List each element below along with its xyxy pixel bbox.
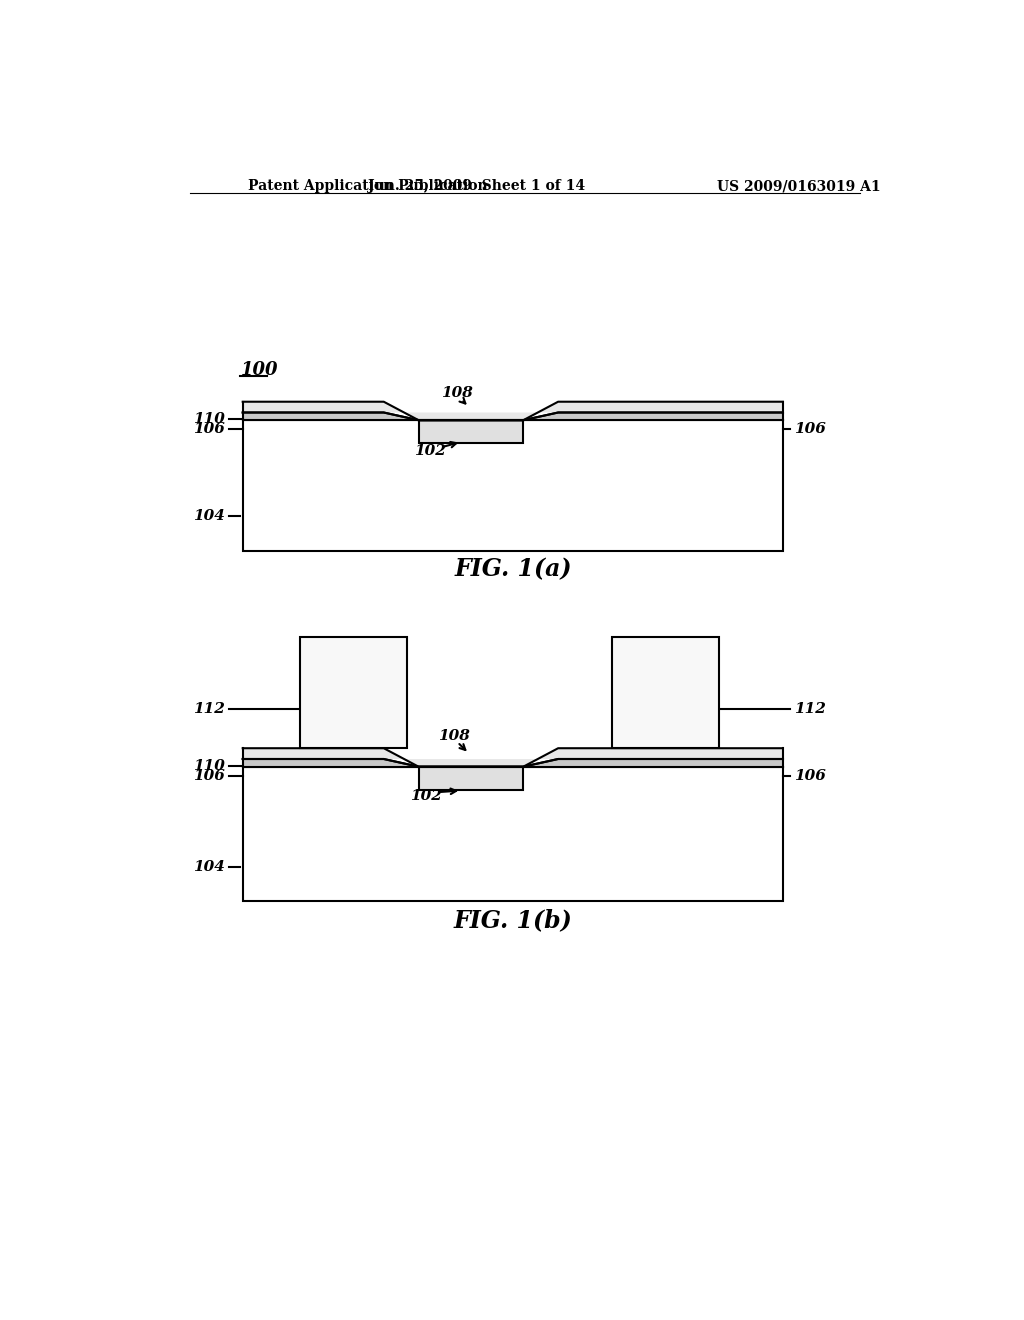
Bar bbox=[419, 767, 523, 789]
Bar bbox=[243, 420, 783, 552]
Polygon shape bbox=[243, 759, 783, 767]
Text: 104: 104 bbox=[193, 510, 225, 524]
Bar bbox=[612, 636, 719, 748]
Text: FIG. 1(a): FIG. 1(a) bbox=[455, 557, 572, 581]
Text: 104: 104 bbox=[193, 859, 225, 874]
Text: 100: 100 bbox=[241, 362, 278, 379]
Text: 110: 110 bbox=[193, 759, 225, 774]
Polygon shape bbox=[243, 748, 783, 767]
Text: Jun. 25, 2009  Sheet 1 of 14: Jun. 25, 2009 Sheet 1 of 14 bbox=[369, 180, 586, 193]
Text: 102: 102 bbox=[415, 444, 446, 458]
Text: 108: 108 bbox=[437, 729, 469, 743]
Text: 102: 102 bbox=[411, 789, 442, 803]
Text: FIG. 1(b): FIG. 1(b) bbox=[454, 908, 572, 933]
Text: 106: 106 bbox=[193, 422, 225, 437]
Text: 106: 106 bbox=[794, 422, 825, 437]
Bar bbox=[300, 636, 407, 748]
Bar bbox=[419, 420, 523, 444]
Polygon shape bbox=[243, 401, 783, 420]
Bar bbox=[243, 767, 783, 902]
Polygon shape bbox=[243, 412, 783, 420]
Text: 112: 112 bbox=[794, 702, 825, 715]
Text: 106: 106 bbox=[794, 770, 825, 783]
Text: 106: 106 bbox=[193, 770, 225, 783]
Text: 108: 108 bbox=[441, 387, 473, 400]
Text: US 2009/0163019 A1: US 2009/0163019 A1 bbox=[717, 180, 881, 193]
Text: 112: 112 bbox=[193, 702, 225, 715]
Text: Patent Application Publication: Patent Application Publication bbox=[248, 180, 487, 193]
Text: 110: 110 bbox=[193, 412, 225, 426]
